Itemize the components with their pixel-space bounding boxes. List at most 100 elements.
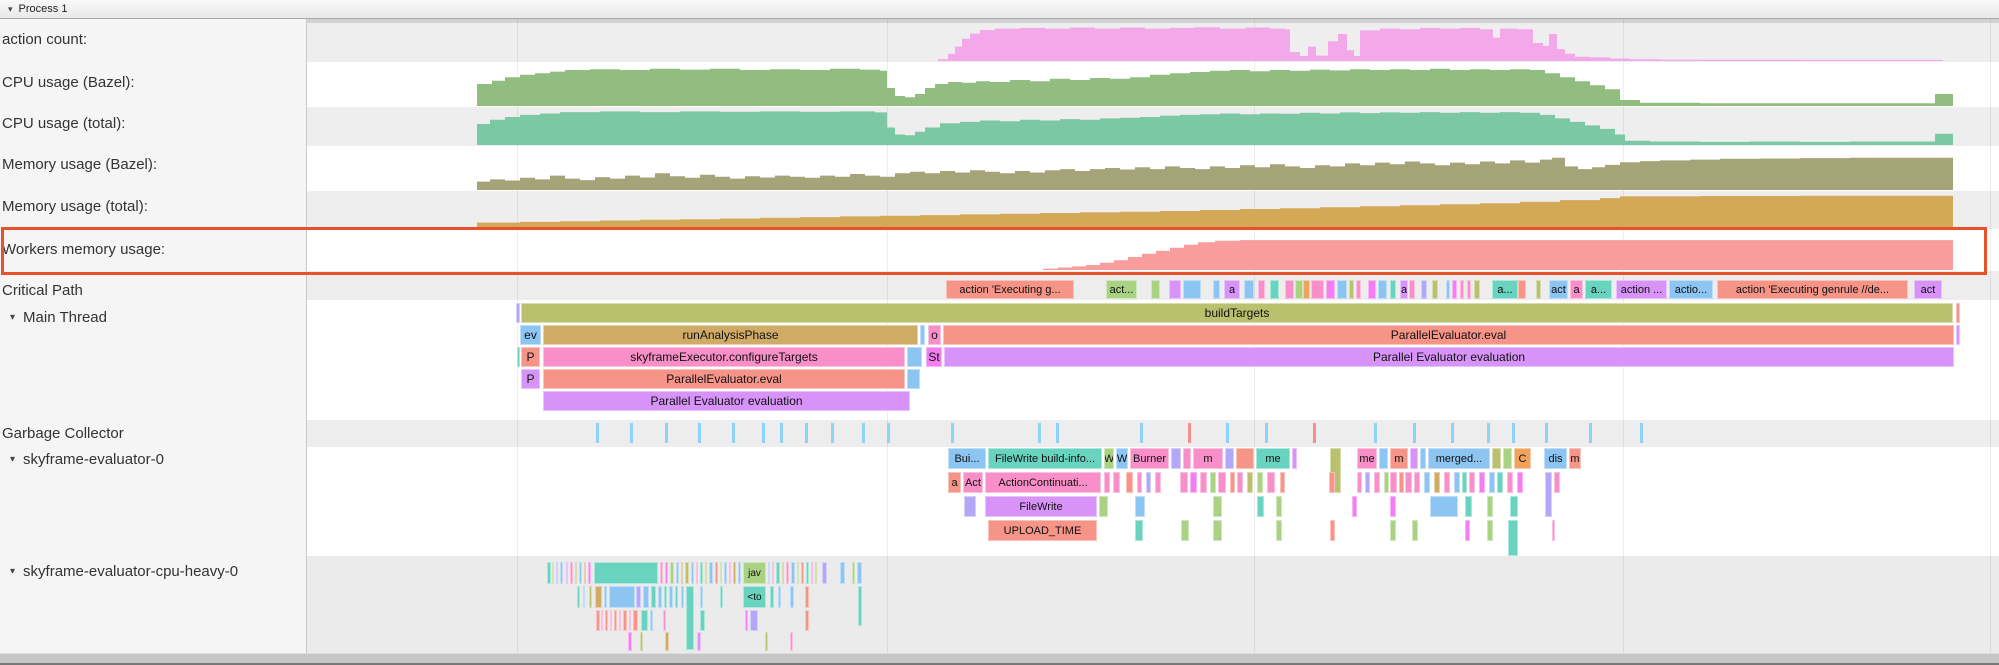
trace-block[interactable] [1183, 448, 1191, 469]
trace-block-st[interactable]: St [926, 347, 942, 367]
trace-block[interactable] [724, 562, 727, 584]
gc-event-tick[interactable] [1512, 423, 1515, 443]
trace-block[interactable] [516, 303, 520, 323]
trace-block[interactable] [1151, 280, 1160, 299]
trace-block[interactable] [1137, 472, 1142, 493]
trace-block[interactable] [1213, 496, 1222, 517]
memory-usage-total-chart[interactable] [0, 191, 1999, 229]
trace-block-filewrite-build-info[interactable]: FileWrite build-info... [988, 448, 1102, 469]
gc-event-tick[interactable] [1545, 423, 1548, 443]
trace-block[interactable] [1146, 472, 1151, 493]
trace-block[interactable] [1409, 280, 1415, 299]
trace-block[interactable] [1368, 280, 1376, 299]
workers-memory-usage-chart[interactable] [0, 229, 1999, 271]
expand-arrow-icon[interactable]: ▾ [10, 453, 16, 465]
trace-block[interactable] [1374, 472, 1380, 493]
trace-block[interactable] [1421, 280, 1427, 299]
trace-block[interactable] [768, 562, 770, 584]
trace-block[interactable] [1474, 280, 1480, 299]
trace-block[interactable] [1292, 448, 1297, 469]
trace-block-c[interactable]: C [1514, 448, 1531, 469]
gc-event-tick[interactable] [862, 423, 865, 443]
trace-block[interactable] [720, 586, 723, 608]
trace-block[interactable] [570, 562, 573, 584]
trace-block[interactable] [1190, 472, 1197, 493]
trace-block[interactable] [806, 562, 809, 584]
trace-block[interactable] [566, 562, 568, 584]
trace-block-act[interactable]: act [1914, 280, 1942, 299]
trace-block[interactable] [1517, 472, 1523, 493]
trace-block[interactable] [700, 562, 703, 584]
trace-block[interactable] [670, 562, 674, 584]
trace-block[interactable] [583, 586, 585, 608]
expand-arrow-icon[interactable]: ▾ [10, 311, 16, 323]
trace-block[interactable] [605, 610, 608, 631]
trace-block[interactable] [790, 586, 794, 608]
trace-block[interactable] [686, 586, 694, 650]
trace-block-o[interactable]: o [928, 325, 941, 345]
trace-block-p[interactable]: P [521, 369, 540, 389]
trace-block-me[interactable]: me [1357, 448, 1377, 469]
trace-block[interactable] [1465, 496, 1472, 517]
trace-block-buildtargets[interactable]: buildTargets [521, 303, 1953, 323]
gc-event-tick[interactable] [1413, 423, 1416, 443]
trace-block[interactable] [964, 496, 976, 517]
trace-block[interactable] [1492, 448, 1501, 469]
trace-block[interactable] [705, 562, 707, 584]
trace-block[interactable] [1180, 472, 1188, 493]
trace-block[interactable] [675, 586, 678, 608]
action-count-chart[interactable] [0, 23, 1999, 62]
trace-block[interactable] [1311, 280, 1324, 299]
trace-block[interactable] [1469, 472, 1475, 493]
trace-block[interactable] [1378, 280, 1387, 299]
trace-block[interactable] [601, 610, 603, 631]
trace-block-p[interactable]: P [521, 347, 540, 367]
trace-block[interactable] [681, 586, 684, 608]
trace-block[interactable] [1462, 472, 1467, 493]
trace-block-runanalysisphase[interactable]: runAnalysisPhase [543, 325, 918, 345]
trace-block[interactable] [1181, 520, 1189, 541]
trace-block[interactable] [595, 586, 602, 608]
trace-block[interactable] [691, 562, 694, 584]
trace-block[interactable] [1135, 496, 1145, 517]
cpu-usage-total-chart[interactable] [0, 107, 1999, 146]
sidebar-item-skyframe-evaluator-0[interactable]: ▾ skyframe-evaluator-0 [0, 450, 315, 468]
trace-block-w[interactable]: W [1116, 448, 1128, 469]
trace-block[interactable] [1244, 280, 1254, 299]
gc-event-tick[interactable] [1487, 423, 1490, 443]
trace-block[interactable] [1258, 280, 1265, 299]
trace-block[interactable] [660, 562, 663, 584]
trace-block[interactable] [1399, 472, 1404, 493]
gc-event-tick[interactable] [831, 423, 834, 443]
trace-block[interactable] [1183, 280, 1201, 299]
trace-block[interactable] [556, 562, 558, 584]
trace-block[interactable] [560, 562, 563, 584]
trace-block[interactable] [681, 562, 683, 584]
trace-block[interactable] [1510, 496, 1518, 517]
trace-block[interactable] [665, 632, 669, 651]
memory-usage-bazel-chart[interactable] [0, 146, 1999, 191]
trace-block-upload-time[interactable]: UPLOAD_TIME [988, 520, 1097, 541]
trace-block[interactable] [1390, 472, 1397, 493]
gc-event-tick[interactable] [805, 423, 808, 443]
trace-block[interactable] [797, 562, 799, 584]
trace-block-action-executing-genrule-de[interactable]: action 'Executing genrule //de... [1717, 280, 1908, 299]
trace-block-ev[interactable]: ev [520, 325, 541, 345]
gc-event-tick[interactable] [1188, 423, 1191, 443]
trace-block[interactable] [790, 632, 793, 651]
trace-block[interactable] [619, 610, 621, 631]
gc-event-tick[interactable] [1056, 423, 1059, 443]
trace-block[interactable] [1518, 280, 1526, 299]
trace-block[interactable] [778, 586, 781, 608]
trace-block[interactable] [641, 610, 648, 631]
trace-block[interactable] [1099, 496, 1108, 517]
trace-block[interactable] [658, 586, 662, 608]
trace-block-filewrite[interactable]: FileWrite [985, 496, 1097, 517]
trace-block[interactable] [1508, 520, 1518, 556]
trace-block[interactable] [786, 562, 789, 584]
trace-block[interactable] [738, 562, 741, 584]
trace-block[interactable] [596, 610, 600, 631]
trace-block[interactable] [1479, 472, 1485, 493]
trace-block[interactable] [1434, 472, 1440, 493]
trace-block[interactable] [1267, 472, 1275, 493]
